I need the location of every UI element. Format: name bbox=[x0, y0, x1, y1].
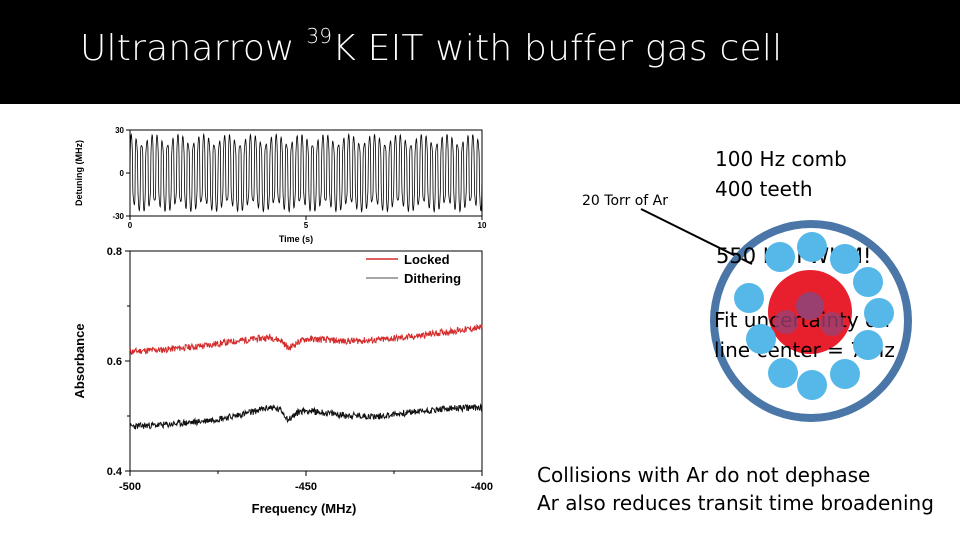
detuning-series-line bbox=[129, 132, 483, 214]
buffer-gas-label: 20 Torr of Ar bbox=[582, 193, 668, 209]
detuning-y-tick-label: 0 bbox=[120, 169, 125, 178]
detuning-x-axis-label: Time (s) bbox=[279, 234, 313, 244]
fwhm-label: 550 Hz FWHM! bbox=[716, 244, 872, 268]
comb-label: 100 Hz comb 400 teeth bbox=[715, 144, 915, 204]
detuning-y-axis-label: Detuning (MHz) bbox=[74, 140, 84, 206]
dithering-series-line bbox=[129, 403, 483, 430]
detuning-plot bbox=[129, 129, 483, 217]
title-suffix: K EIT with buffer gas cell bbox=[332, 28, 783, 69]
absorbance-y-axis-label: Absorbance bbox=[72, 323, 87, 398]
locked-series-line bbox=[129, 323, 483, 356]
absorbance-y-tick-label: 0.4 bbox=[107, 466, 123, 478]
detuning-y-tick-label: 30 bbox=[115, 126, 124, 135]
legend-label-dithering: Dithering bbox=[404, 271, 461, 286]
absorbance-y-tick-label: 0.6 bbox=[107, 356, 122, 368]
pointer-line bbox=[640, 208, 753, 265]
slide-title: Ultranarrow 39K EIT with buffer gas cell bbox=[80, 24, 783, 69]
legend: Locked Dithering bbox=[366, 252, 461, 286]
axis-ticks bbox=[125, 129, 483, 476]
cell-ring bbox=[710, 220, 912, 422]
absorbance-x-tick-label: -500 bbox=[119, 481, 141, 493]
legend-label-locked: Locked bbox=[404, 252, 450, 267]
absorbance-x-axis-label: Frequency (MHz) bbox=[252, 501, 357, 516]
title-isotope: 39 bbox=[306, 24, 333, 48]
fit-line-1: Fit uncertainty on bbox=[714, 308, 890, 332]
comb-line-1: 100 Hz comb bbox=[715, 147, 847, 171]
fit-label: Fit uncertainty on line center = 7 Hz bbox=[714, 305, 914, 365]
detuning-x-tick-label: 0 bbox=[128, 221, 133, 230]
axis-text: -30 0 30 0 5 10 Time (s) Detuning (MHz) 0.4 0.6 0.… bbox=[72, 126, 493, 516]
title-prefix: Ultranarrow bbox=[80, 28, 307, 69]
absorbance-y-tick-label: 0.8 bbox=[107, 246, 122, 258]
detuning-x-tick-label: 10 bbox=[478, 221, 487, 230]
conclusions: Collisions with Ar do not dephase Ar als… bbox=[537, 461, 957, 517]
title-bar: Ultranarrow 39K EIT with buffer gas cell bbox=[0, 0, 960, 104]
absorbance-x-tick-label: -400 bbox=[471, 481, 493, 493]
conclusion-2: Ar also reduces transit time broadening bbox=[537, 491, 934, 515]
absorbance-x-tick-label: -450 bbox=[295, 481, 317, 493]
fit-line-2: line center = 7 Hz bbox=[714, 338, 895, 362]
comb-line-2: 400 teeth bbox=[715, 177, 813, 201]
detuning-x-tick-label: 5 bbox=[304, 221, 309, 230]
conclusion-1: Collisions with Ar do not dephase bbox=[537, 463, 871, 487]
detuning-y-tick-label: -30 bbox=[112, 212, 124, 221]
